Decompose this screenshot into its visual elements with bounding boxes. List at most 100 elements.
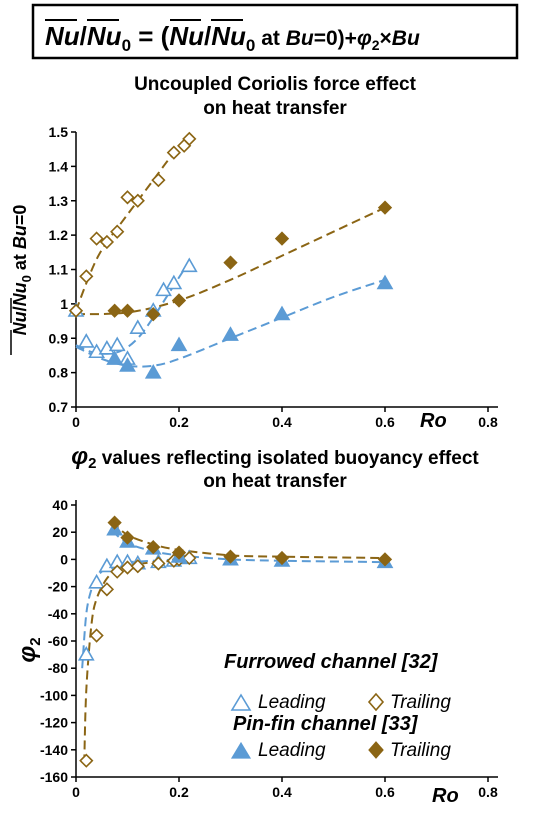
top-y-tick-label: 0.9 (49, 330, 69, 346)
top-marker-filled-diamond (171, 293, 187, 308)
bottom-y-tick-label: -20 (48, 579, 68, 595)
bottom-y-tick-label: -120 (40, 715, 68, 731)
top-x-tick-label: 0 (72, 414, 80, 430)
legend-pinfin-title: Pin-fin channel [33] (233, 713, 419, 735)
bylab-sub: 2 (27, 637, 44, 645)
ylab-bu: Bu (10, 225, 30, 249)
bottom-chart: 0 0.2 0.4 0.6 0.8 -160 -140 -120 -100 -80 -60 -40 -2… (14, 497, 498, 807)
bottom-fit-line-1 (81, 558, 190, 669)
top-marker-open-diamond (79, 269, 94, 284)
bottom-y-tick-label: 20 (52, 524, 68, 540)
bottom-y-tick-label: -140 (40, 742, 68, 758)
legend-pinfin-trailing-label: Trailing (390, 740, 451, 761)
top-marker-filled-triangle (170, 336, 188, 352)
bottom-x-tick-label: 0.6 (375, 784, 395, 800)
bt-sub: 2 (88, 455, 96, 472)
legend-furrowed-trailing-label: Trailing (390, 692, 451, 713)
top-marker-open-diamond (89, 231, 104, 246)
eq-bu-2: Bu (392, 27, 420, 50)
bottom-y-tick-label: 40 (52, 497, 68, 513)
eq-bu-1: Bu (286, 27, 314, 50)
top-y-tick-label: 0.7 (49, 399, 69, 415)
eq-slash-2: / (204, 21, 211, 51)
top-x-axis-label: Ro (420, 410, 447, 432)
top-marker-filled-triangle (106, 350, 124, 365)
bylab-phi: φ (14, 646, 41, 663)
top-marker-open-diamond (110, 224, 125, 239)
top-y-tick-label: 1.2 (49, 227, 69, 243)
top-marker-filled-diamond (120, 303, 135, 318)
top-chart-title-line1: Uncoupled Coriolis force effect (134, 74, 417, 95)
top-marker-filled-diamond (146, 307, 161, 322)
top-marker-filled-triangle (144, 364, 162, 379)
bottom-x-tick-label: 0.8 (478, 784, 498, 800)
top-y-tick-label: 1.5 (49, 124, 69, 140)
bottom-y-tick-label: -80 (48, 660, 68, 676)
eq-phi-sub: 2 (372, 37, 380, 53)
bottom-marker-filled-diamond (146, 540, 161, 555)
ylab-nu-2: Nu (10, 282, 30, 306)
top-marker-filled-triangle (273, 305, 291, 321)
top-marker-filled-triangle (222, 326, 239, 341)
eq-nu-3: Nu (169, 21, 204, 51)
bt-phi: φ (71, 443, 88, 470)
legend-pinfin-leading-label: Leading (258, 740, 326, 761)
top-x-tick-label: 0.4 (272, 414, 292, 430)
top-ticks: 0 0.2 0.4 0.6 0.8 0.7 0.8 0.9 1 1.1 1.2 1.3 1.4 1.5 (49, 124, 498, 430)
eq-equals: = ( (131, 21, 170, 51)
eq-bu-zero: =0)+ (314, 27, 357, 50)
bottom-marker-open-triangle (98, 557, 116, 573)
top-x-tick-label: 0.6 (375, 414, 395, 430)
top-marker-open-diamond (120, 190, 135, 205)
top-marker-filled-diamond (377, 200, 393, 215)
bottom-marker-open-diamond (110, 564, 125, 579)
top-marker-open-diamond (99, 234, 115, 250)
top-chart-title-line2: on heat transfer (203, 98, 347, 119)
bottom-y-tick-label: -40 (48, 606, 68, 622)
top-marker-filled-diamond (223, 255, 238, 270)
eq-sub-0-2: 0 (246, 36, 255, 55)
bottom-marker-filled-diamond (107, 515, 122, 530)
bottom-y-tick-label: -60 (48, 633, 68, 649)
bottom-ticks: 0 0.2 0.4 0.6 0.8 -160 -140 -120 -100 -80 -60 -40 -2… (40, 497, 498, 800)
top-y-tick-label: 1.3 (49, 193, 69, 209)
ylab-nu-1: Nu (10, 311, 30, 335)
legend-furrowed-trailing-marker (367, 692, 385, 712)
top-marker-filled-triangle (119, 357, 136, 372)
bottom-y-axis-label: φ2 (14, 637, 44, 662)
bottom-chart-title-line2: on heat transfer (203, 471, 347, 492)
equation-box (31, 3, 519, 60)
top-marker-filled-triangle (376, 274, 394, 290)
top-marker-open-triangle (77, 333, 95, 348)
eq-nu-4: Nu (211, 21, 246, 51)
legend-furrowed-title: Furrowed channel [32] (224, 651, 439, 673)
top-x-tick-label: 0.2 (169, 414, 189, 430)
top-marker-open-diamond (68, 303, 84, 318)
top-marker-open-diamond (130, 193, 145, 208)
ylab-eq-zero: =0 (10, 205, 30, 226)
top-marker-open-triangle (108, 336, 126, 352)
top-y-axis-label: Nu/Nu0 at Bu=0 (10, 205, 34, 355)
bottom-marker-open-triangle (88, 573, 105, 589)
bottom-markers (77, 515, 394, 768)
top-marker-open-diamond (166, 145, 181, 160)
legend-pinfin-leading-marker (230, 741, 252, 759)
bottom-marker-open-diamond (89, 628, 104, 643)
svg-text:Nu/Nu0 at Bu=0: Nu/Nu0 at Bu=0 (10, 205, 34, 336)
top-marker-open-triangle (129, 319, 147, 334)
bottom-marker-filled-diamond (274, 550, 290, 566)
bottom-y-tick-label: -160 (40, 769, 68, 785)
top-marker-filled-diamond (107, 303, 122, 318)
bottom-y-tick-label: -100 (40, 687, 68, 703)
bottom-x-tick-label: 0.2 (169, 784, 189, 800)
bottom-marker-open-diamond (79, 753, 94, 768)
bottom-y-tick-label: 0 (60, 551, 68, 567)
eq-at: at (255, 27, 285, 50)
bottom-marker-open-diamond (130, 559, 145, 574)
bottom-chart-title-line1: φ2 values reflecting isolated buoyancy e… (71, 443, 479, 472)
top-y-tick-label: 0.8 (49, 365, 69, 381)
ylab-at: at (10, 249, 30, 275)
top-y-tick-label: 1.4 (49, 158, 69, 174)
top-fit-line-4 (75, 206, 386, 316)
